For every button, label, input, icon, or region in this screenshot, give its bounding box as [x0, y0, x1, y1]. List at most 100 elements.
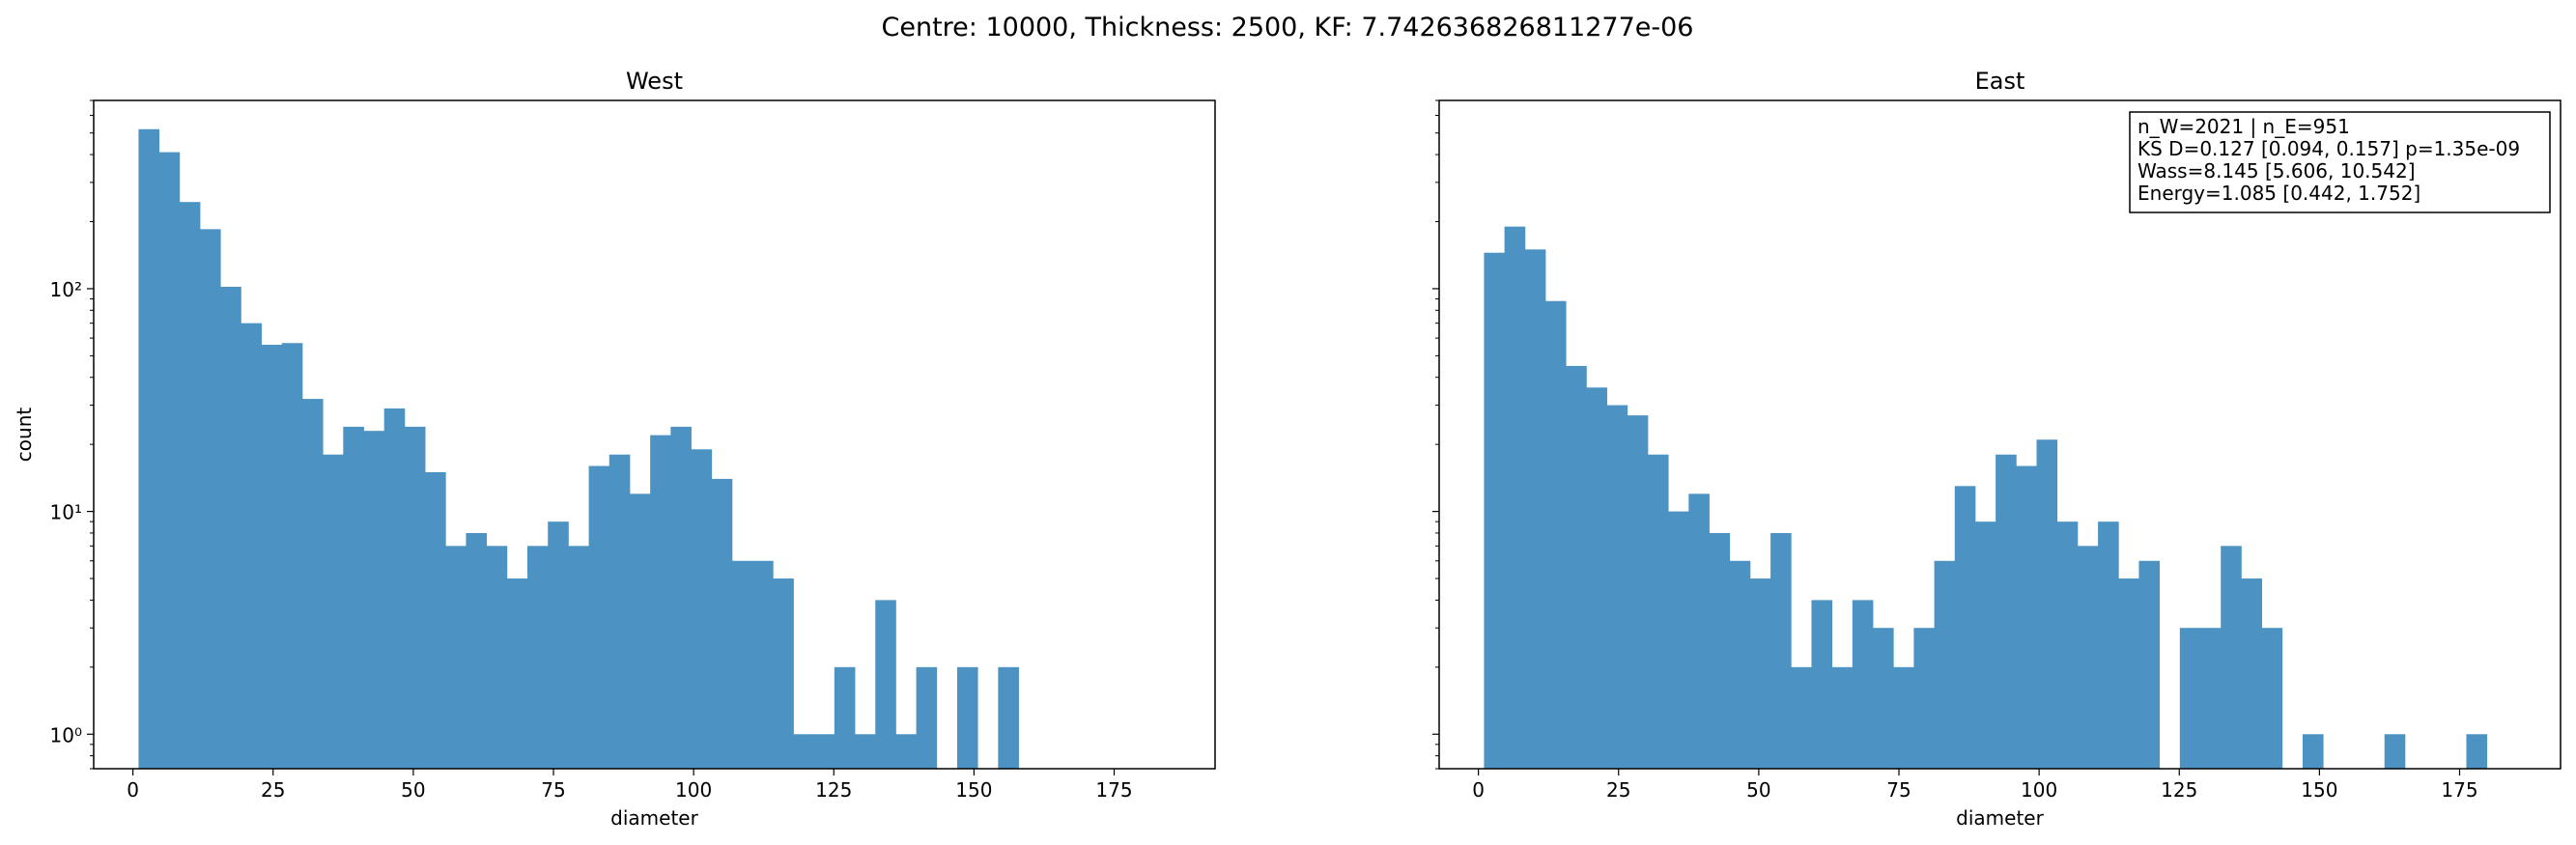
west-y-axis-label: count [13, 408, 36, 463]
east-bar [1647, 454, 1669, 769]
west-axes-frame [93, 99, 1216, 770]
east-bar [2384, 734, 2406, 769]
east-bar [1668, 511, 1689, 769]
stats-line-wass: Wass=8.145 [5.606, 10.542] [2137, 159, 2416, 183]
east-x-tick-label: 175 [2441, 778, 2477, 802]
east-bar [2056, 521, 2079, 769]
east-bar [2098, 521, 2119, 769]
east-bar [2036, 439, 2058, 769]
west-bar [752, 560, 774, 769]
east-x-tick-label: 150 [2301, 778, 2337, 802]
west-bar [404, 426, 426, 769]
east-bar [2466, 734, 2488, 769]
east-x-tick-label: 25 [1606, 778, 1630, 802]
west-bar [241, 323, 262, 769]
east-bar [2241, 578, 2262, 769]
stats-line-energy: Energy=1.085 [0.442, 1.752] [2137, 182, 2420, 205]
east-bar [1749, 578, 1771, 769]
east-bar [1606, 405, 1628, 769]
west-bar [548, 521, 569, 769]
west-bar [588, 465, 610, 769]
west-bar [855, 734, 876, 769]
west-bar [445, 546, 467, 769]
west-bar [343, 426, 364, 769]
west-bar [998, 666, 1019, 769]
west-bar [323, 454, 344, 769]
east-x-tick-label: 125 [2161, 778, 2197, 802]
east-bar [1709, 532, 1731, 769]
west-bar [691, 449, 713, 769]
east-bar [1791, 666, 1812, 769]
west-bar [568, 546, 589, 769]
west-bar [158, 152, 181, 770]
east-bar [1504, 226, 1526, 769]
east-bar [1729, 560, 1751, 769]
east-bar [1770, 532, 1792, 769]
east-bars [1484, 226, 2488, 770]
east-axes-frame [1438, 99, 2562, 770]
west-bar [220, 286, 241, 769]
west-x-tick-label: 175 [1095, 778, 1132, 802]
west-bar [261, 345, 283, 769]
west-bar [895, 734, 917, 769]
west-y-tick-label: 10⁰ [50, 723, 82, 746]
east-bar [2200, 628, 2222, 769]
west-x-tick-label: 150 [955, 778, 992, 802]
west-bar [916, 666, 938, 769]
west-bar [711, 478, 733, 769]
stats-annotation-box: n_W=2021 | n_E=951 KS D=0.127 [0.094, 0.… [2129, 111, 2551, 213]
west-x-tick-label: 0 [127, 778, 139, 802]
west-panel-title: West [626, 68, 683, 95]
east-bar [1545, 300, 1567, 769]
west-bar [629, 493, 651, 769]
west-x-tick-label: 75 [541, 778, 565, 802]
east-x-tick-label: 0 [1472, 778, 1485, 802]
west-axis-ticks: 0 25 50 75 100 125 150 175 10⁰ 10¹ 10² [50, 99, 1133, 802]
west-bar [179, 202, 201, 770]
east-bar [1688, 493, 1710, 769]
east-x-axis-label: diameter [1956, 806, 2044, 830]
figure-title: Centre: 10000, Thickness: 2500, KF: 7.74… [882, 13, 1694, 42]
east-x-tick-label: 50 [1746, 778, 1770, 802]
west-bar [506, 578, 528, 769]
west-bars [138, 128, 1019, 770]
east-bar [1586, 387, 1607, 769]
east-bar [2118, 578, 2139, 769]
west-x-tick-label: 25 [261, 778, 285, 802]
west-bar [609, 454, 631, 769]
east-bar [2261, 628, 2283, 769]
east-bar [2179, 628, 2201, 769]
east-bar [1484, 252, 1506, 770]
west-bar [138, 128, 160, 769]
west-bar [731, 560, 753, 769]
east-x-tick-label: 75 [1886, 778, 1911, 802]
west-bar [813, 734, 835, 769]
west-bar [793, 734, 815, 769]
west-bar [956, 666, 978, 769]
west-bar [466, 532, 488, 769]
east-x-tick-label: 100 [2021, 778, 2057, 802]
west-x-tick-label: 50 [401, 778, 425, 802]
east-bar [2221, 546, 2242, 769]
east-bar [1627, 415, 1649, 769]
west-bar [301, 399, 324, 769]
east-bar [1974, 521, 1996, 769]
east-bar [1893, 666, 1914, 769]
west-x-axis-label: diameter [610, 806, 698, 830]
east-bar [1524, 249, 1546, 769]
west-bar [383, 408, 406, 769]
east-panel: East 0 25 50 75 100 125 150 175 diameter [1432, 68, 2562, 830]
east-bar [2138, 560, 2161, 769]
east-bar [1996, 454, 2017, 769]
stats-line-counts: n_W=2021 | n_E=951 [2137, 115, 2350, 138]
stats-line-ks: KS D=0.127 [0.094, 0.157] p=1.35e-09 [2137, 137, 2520, 160]
east-bar [1873, 628, 1894, 769]
east-bar [1831, 666, 1854, 769]
west-bar [875, 600, 896, 769]
west-bar [773, 578, 794, 769]
west-bar [363, 431, 385, 769]
east-bar [1934, 560, 1956, 769]
west-y-tick-label: 10² [50, 278, 82, 301]
east-bar [1913, 628, 1935, 769]
